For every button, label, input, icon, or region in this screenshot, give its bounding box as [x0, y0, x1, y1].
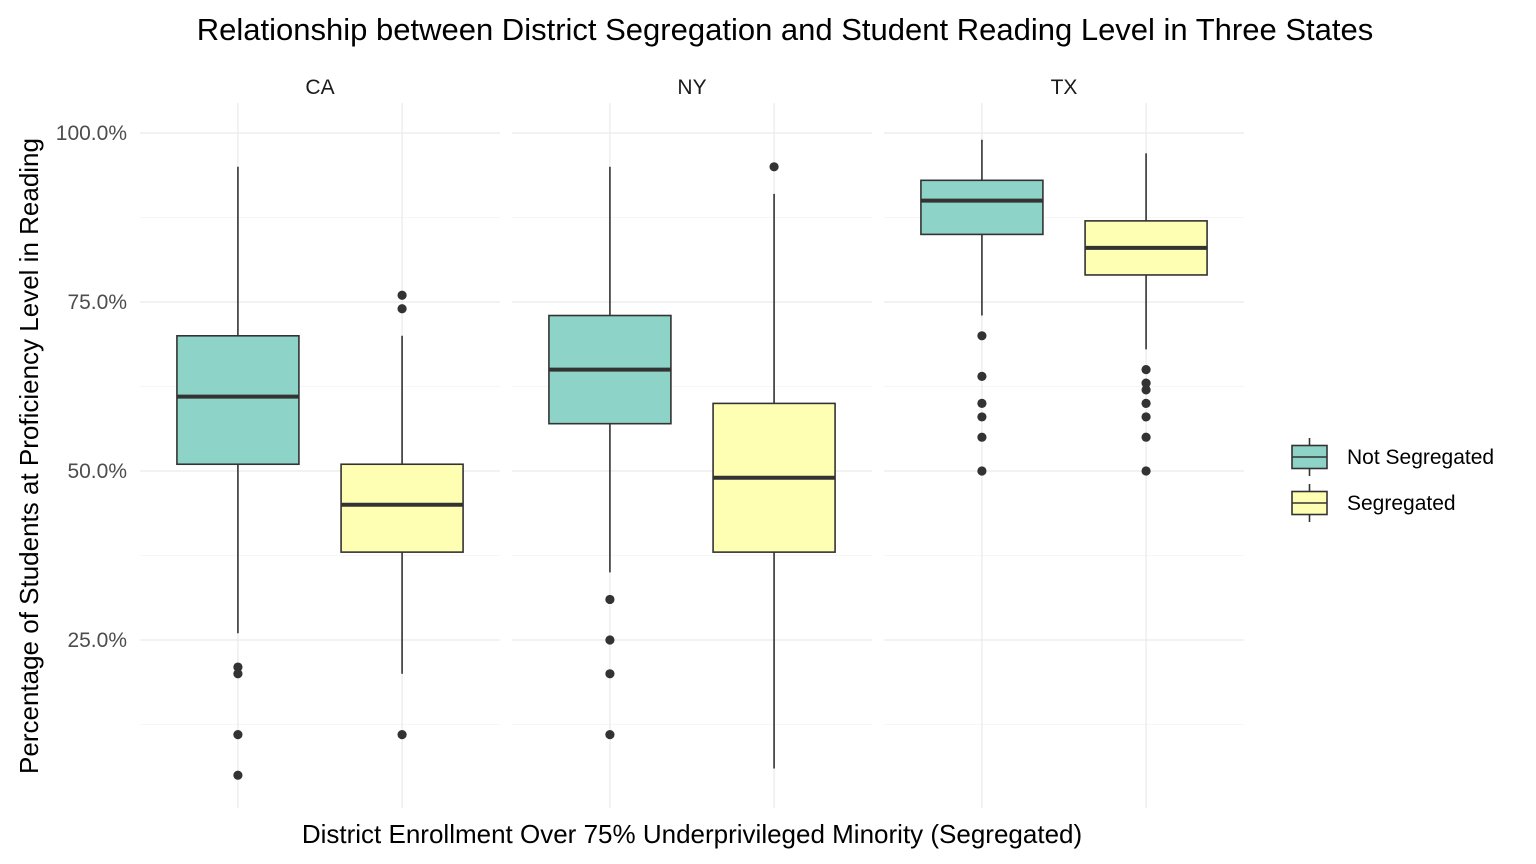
- outlier-point: [977, 432, 987, 442]
- legend-key: [1291, 484, 1328, 522]
- outlier-point: [233, 730, 243, 740]
- outlier-point: [233, 662, 243, 672]
- legend-label: Not Segregated: [1347, 446, 1494, 469]
- outlier-point: [397, 304, 407, 314]
- y-axis-title: Percentage of Students at Proficiency Le…: [14, 138, 44, 774]
- x-axis-title: District Enrollment Over 75% Underprivil…: [302, 819, 1082, 849]
- legend: Not Segregated Segregated: [1291, 438, 1494, 522]
- legend-item-not-segregated: Not Segregated: [1291, 438, 1494, 476]
- boxplot-ca-not-segregated: [176, 166, 300, 780]
- facet-label-ca: CA: [305, 76, 334, 99]
- boxplot-tx-not-segregated: [920, 139, 1044, 476]
- legend-item-segregated: Segregated: [1291, 484, 1456, 522]
- outlier-point: [605, 635, 615, 645]
- outlier-point: [1141, 412, 1151, 422]
- outlier-point: [977, 466, 987, 476]
- box-iqr: [340, 463, 464, 553]
- y-tick-label: 25.0%: [67, 629, 127, 652]
- outlier-point: [1141, 365, 1151, 375]
- boxplot-tx-segregated: [1084, 153, 1208, 476]
- outlier-point: [233, 770, 243, 780]
- chart-title: Relationship between District Segregatio…: [197, 12, 1373, 47]
- outlier-point: [1141, 398, 1151, 408]
- y-tick-label: 75.0%: [67, 291, 127, 314]
- legend-key: [1291, 438, 1328, 476]
- outlier-point: [1141, 466, 1151, 476]
- outlier-point: [233, 669, 243, 679]
- y-tick-label: 50.0%: [67, 460, 127, 483]
- boxplot-ca-segregated: [340, 290, 464, 740]
- outlier-point: [605, 669, 615, 679]
- boxplot-ny-not-segregated: [548, 166, 672, 740]
- box-iqr: [920, 179, 1044, 236]
- outlier-point: [769, 162, 779, 172]
- outlier-point: [605, 594, 615, 605]
- facet-label-ny: NY: [677, 76, 706, 99]
- outlier-point: [397, 730, 407, 740]
- outlier-point: [1141, 432, 1151, 442]
- box-plots: [176, 139, 1208, 780]
- outlier-point: [977, 371, 987, 381]
- outlier-point: [1141, 385, 1151, 395]
- facet-label-tx: TX: [1051, 76, 1078, 99]
- y-tick-label: 100.0%: [56, 122, 127, 145]
- boxplot-ny-segregated: [712, 162, 836, 769]
- outlier-point: [1141, 378, 1151, 388]
- outlier-point: [977, 398, 987, 408]
- box-iqr: [176, 334, 300, 466]
- outlier-point: [977, 331, 987, 341]
- outlier-point: [977, 412, 987, 422]
- outlier-point: [605, 730, 615, 740]
- chart-text: Relationship between District Segregatio…: [14, 12, 1373, 849]
- outlier-point: [397, 290, 407, 300]
- grid-lines: [140, 103, 1244, 808]
- legend-label: Segregated: [1347, 492, 1456, 515]
